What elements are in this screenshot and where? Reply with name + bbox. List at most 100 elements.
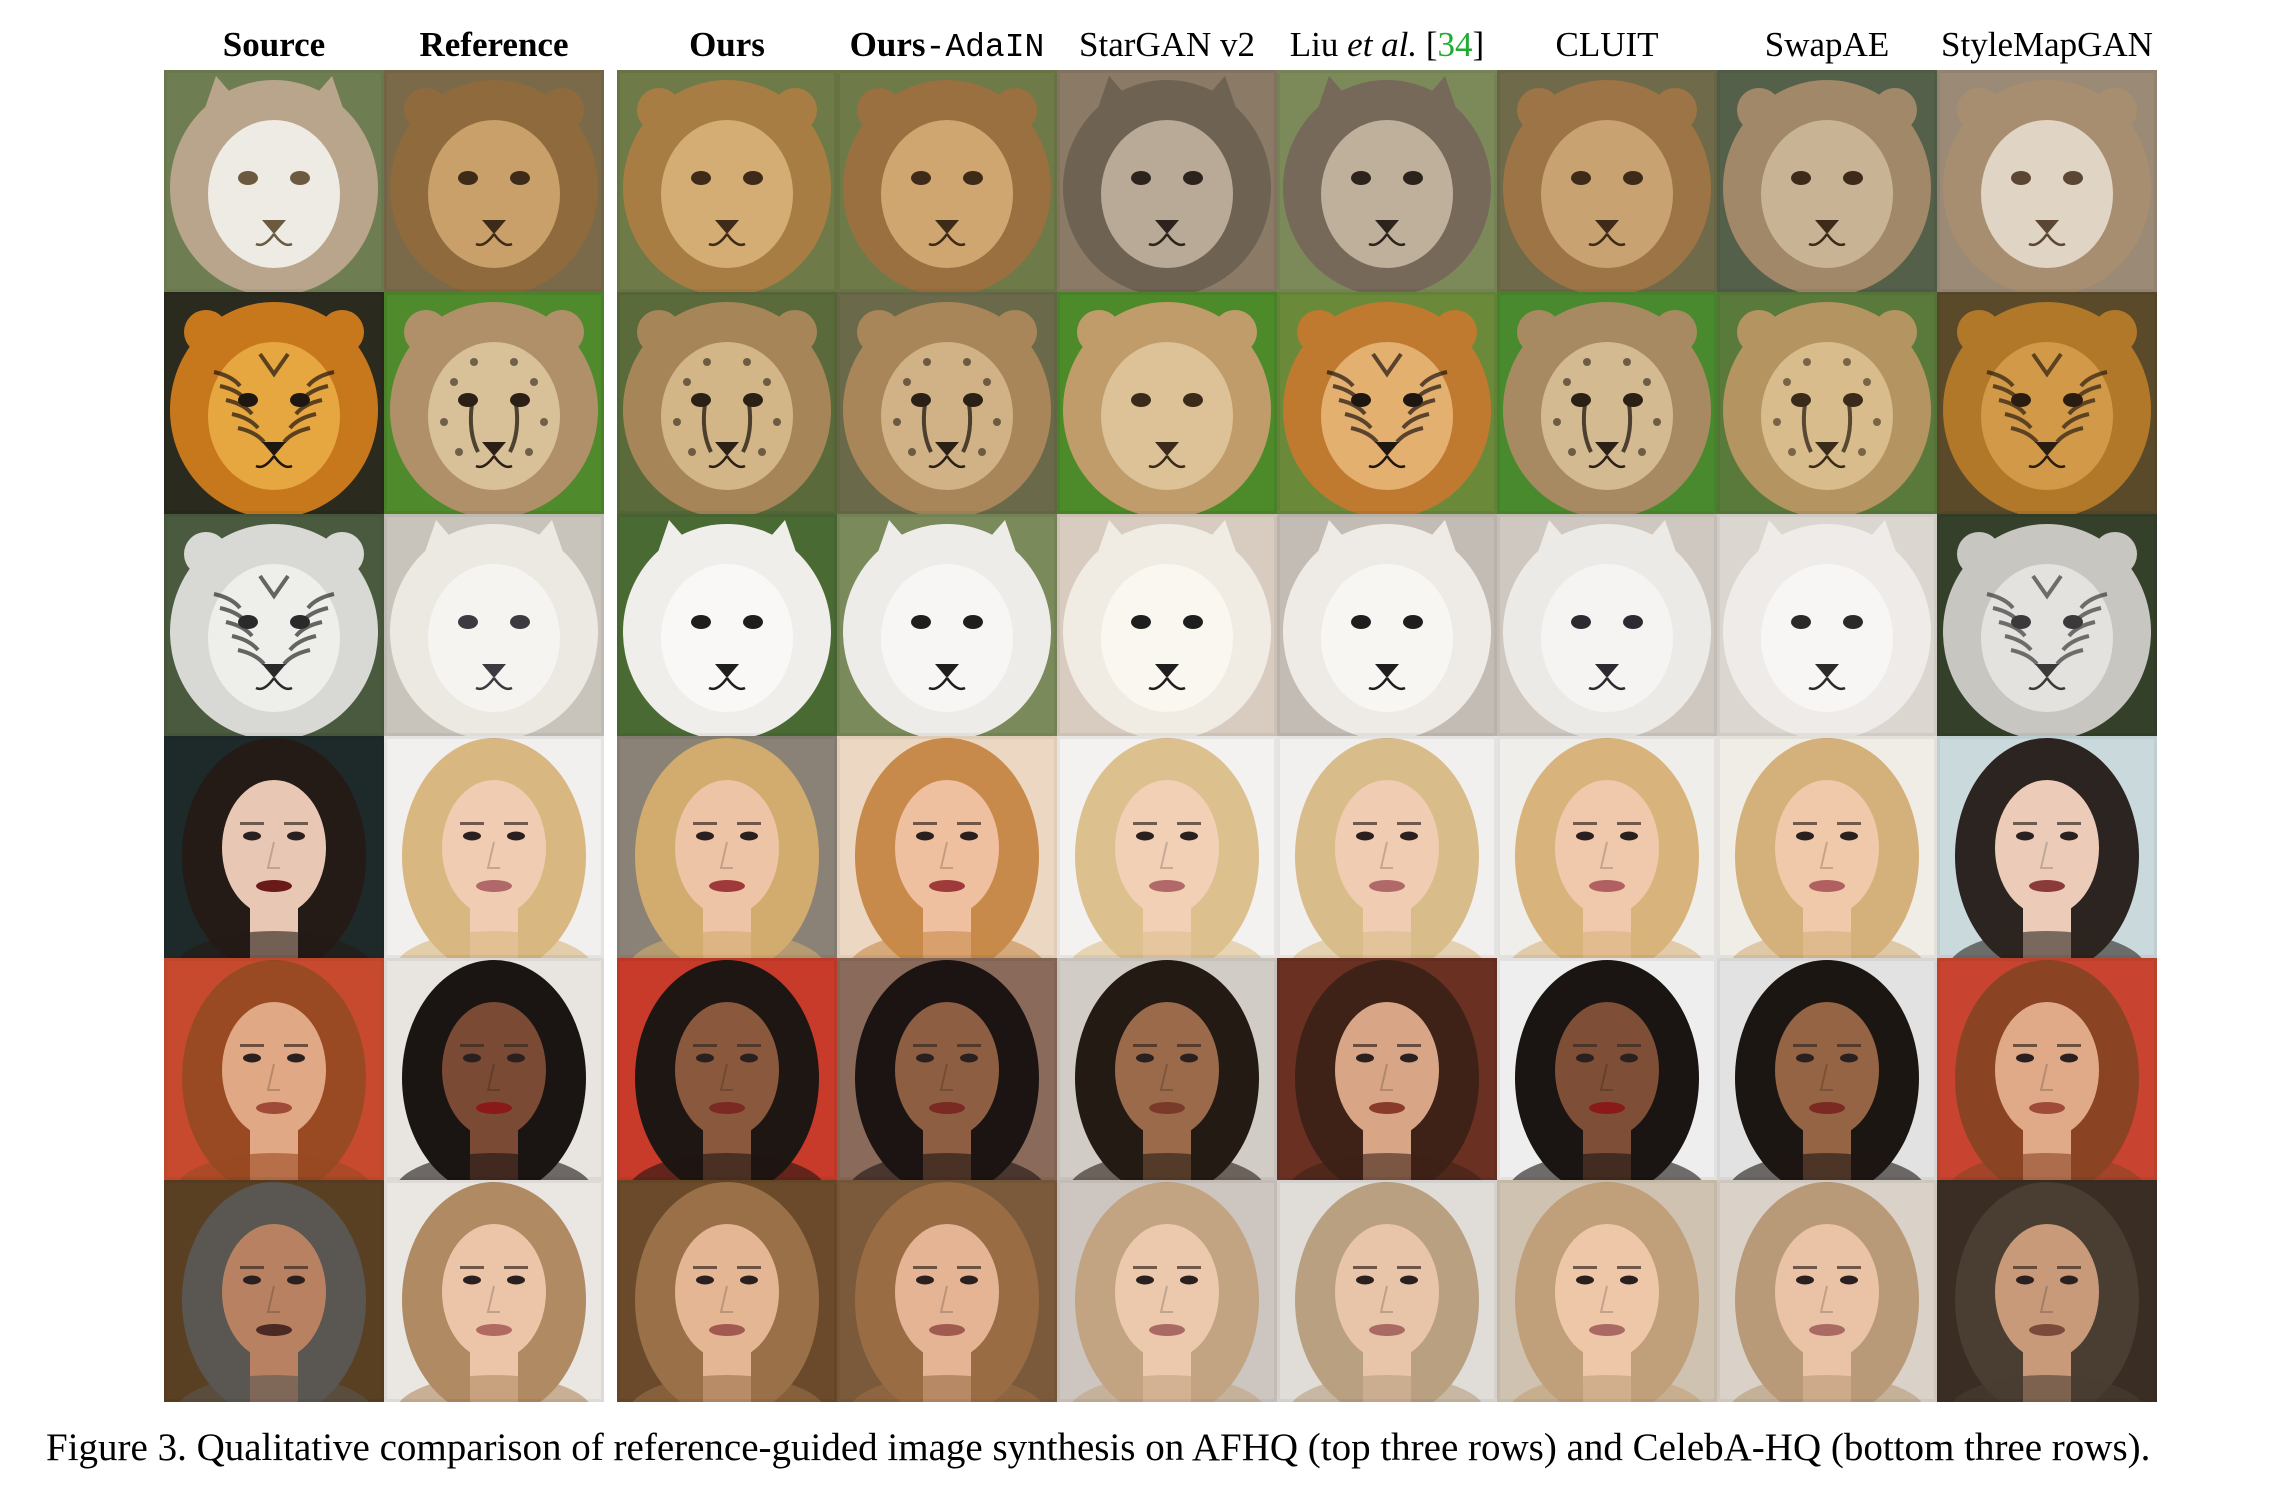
- image-row-2-ours-adain: [837, 292, 1057, 514]
- face-blonde-image: [837, 736, 1057, 958]
- face-dark-hair-image: [1057, 958, 1277, 1180]
- column-header-source-part: Source: [222, 25, 326, 64]
- image-row-3-swapae: [1717, 514, 1937, 736]
- column-header-ours-part: Ours: [689, 25, 765, 64]
- face-light-brown-image: [1277, 1180, 1497, 1402]
- dog-image: [617, 514, 837, 736]
- dog-image: [1497, 514, 1717, 736]
- image-row-5-source: [164, 958, 384, 1180]
- image-row-5-stylemapgan: [1937, 958, 2157, 1180]
- image-row-1-source: [164, 70, 384, 292]
- column-header-cluit: CLUIT: [1497, 22, 1717, 68]
- image-row-4-cluit: [1497, 736, 1717, 958]
- image-row-2-source: [164, 292, 384, 514]
- image-row-2-reference: [384, 292, 604, 514]
- lion-image: [1057, 292, 1277, 514]
- image-row-1-liu-et-al: [1277, 70, 1497, 292]
- cheetah-image: [384, 292, 604, 514]
- image-row-4-source: [164, 736, 384, 958]
- lion-image: [384, 70, 604, 292]
- image-row-5-ours: [617, 958, 837, 1180]
- column-header-reference: Reference: [384, 22, 604, 68]
- image-row-3-stargan-v2: [1057, 514, 1277, 736]
- face-auburn-image: [164, 958, 384, 1180]
- image-row-4-reference: [384, 736, 604, 958]
- face-light-brown-image: [1497, 1180, 1717, 1402]
- image-row-5-reference: [384, 958, 604, 1180]
- cat-image: [164, 70, 384, 292]
- column-header-liu-et-al-part: et al.: [1347, 25, 1418, 64]
- cheetah-image: [1497, 292, 1717, 514]
- wolf-image: [1057, 70, 1277, 292]
- image-row-1-reference: [384, 70, 604, 292]
- image-row-4-ours: [617, 736, 837, 958]
- column-headers: Source Reference Ours Ours-AdaIN StarGAN v2 L…: [0, 22, 2290, 72]
- image-row-1-stylemapgan: [1937, 70, 2157, 292]
- tiger-image: [1277, 292, 1497, 514]
- face-dark-hair-image: [1717, 958, 1937, 1180]
- cheetah-image: [617, 292, 837, 514]
- column-header-swapae: SwapAE: [1717, 22, 1937, 68]
- face-dark-hair-image: [1937, 736, 2157, 958]
- lion-image: [1497, 70, 1717, 292]
- image-row-5-stargan-v2: [1057, 958, 1277, 1180]
- column-header-stylemapgan-part: StyleMapGAN: [1941, 25, 2153, 64]
- lion-image: [1937, 70, 2157, 292]
- image-row-6-source: [164, 1180, 384, 1402]
- image-row-1-swapae: [1717, 70, 1937, 292]
- image-row-4-stargan-v2: [1057, 736, 1277, 958]
- image-row-6-swapae: [1717, 1180, 1937, 1402]
- wolf-image: [1277, 70, 1497, 292]
- image-row-4-ours-adain: [837, 736, 1057, 958]
- face-auburn-image: [1937, 958, 2157, 1180]
- image-row-2-liu-et-al: [1277, 292, 1497, 514]
- face-dark-hair-image: [384, 958, 604, 1180]
- column-header-liu-et-al-part: 34: [1437, 25, 1473, 64]
- column-header-ours-adain: Ours-AdaIN: [837, 22, 1057, 71]
- lion-image: [1717, 70, 1937, 292]
- image-row-4-stylemapgan: [1937, 736, 2157, 958]
- face-blonde-image: [617, 736, 837, 958]
- dog-image: [837, 514, 1057, 736]
- column-header-ours: Ours: [617, 22, 837, 68]
- image-row-3-ours: [617, 514, 837, 736]
- dog-image: [384, 514, 604, 736]
- face-dark-hair-image: [837, 958, 1057, 1180]
- column-header-stargan-v2: StarGAN v2: [1057, 22, 1277, 68]
- image-row-4-liu-et-al: [1277, 736, 1497, 958]
- face-blonde-image: [384, 736, 604, 958]
- column-header-liu-et-al-part: ]: [1472, 25, 1485, 64]
- dog-image: [1717, 514, 1937, 736]
- lion-image: [837, 70, 1057, 292]
- image-row-2-swapae: [1717, 292, 1937, 514]
- face-light-brown-image: [384, 1180, 604, 1402]
- face-blonde-image: [1717, 736, 1937, 958]
- image-row-1-stargan-v2: [1057, 70, 1277, 292]
- lion-image: [617, 70, 837, 292]
- image-row-5-cluit: [1497, 958, 1717, 1180]
- face-light-brown-image: [1937, 1180, 2157, 1402]
- image-row-6-ours: [617, 1180, 837, 1402]
- face-older-man-image: [164, 1180, 384, 1402]
- image-row-1-ours-adain: [837, 70, 1057, 292]
- image-row-3-ours-adain: [837, 514, 1057, 736]
- dog-image: [1057, 514, 1277, 736]
- face-blonde-image: [1277, 736, 1497, 958]
- face-light-brown-image: [617, 1180, 837, 1402]
- face-dark-hair-image: [164, 736, 384, 958]
- image-row-6-stargan-v2: [1057, 1180, 1277, 1402]
- image-row-2-ours: [617, 292, 837, 514]
- image-row-6-ours-adain: [837, 1180, 1057, 1402]
- image-row-2-stargan-v2: [1057, 292, 1277, 514]
- image-row-2-stylemapgan: [1937, 292, 2157, 514]
- tiger-image: [164, 292, 384, 514]
- image-row-1-ours: [617, 70, 837, 292]
- image-row-2-cluit: [1497, 292, 1717, 514]
- image-row-3-cluit: [1497, 514, 1717, 736]
- face-dark-hair-image: [617, 958, 837, 1180]
- figure-caption: Figure 3. Qualitative comparison of refe…: [46, 1426, 2151, 1469]
- image-row-6-reference: [384, 1180, 604, 1402]
- image-row-5-ours-adain: [837, 958, 1057, 1180]
- column-header-ours-adain-part: -AdaIN: [925, 29, 1045, 66]
- face-blonde-image: [1057, 736, 1277, 958]
